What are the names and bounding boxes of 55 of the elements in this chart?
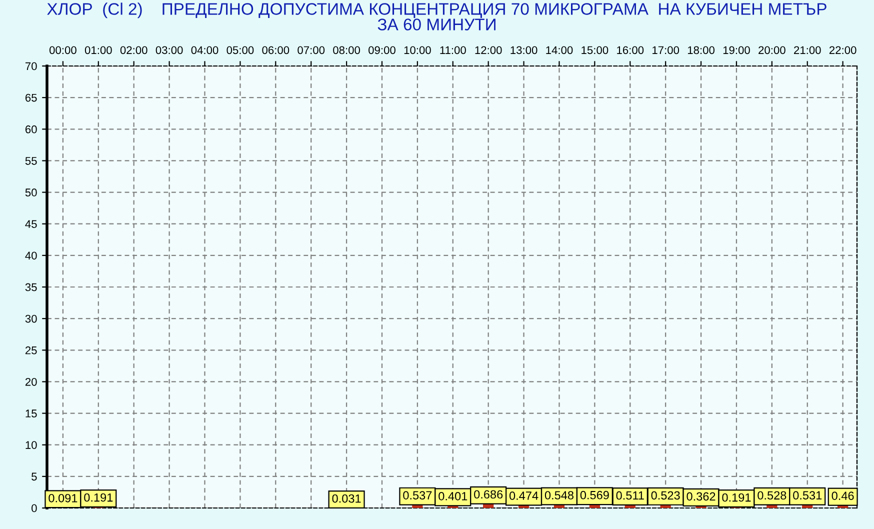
- x-tick-label: 08:00: [333, 46, 360, 54]
- data-label: 0.191: [84, 493, 113, 502]
- data-label: 0.523: [651, 491, 680, 500]
- y-tick-label: 10: [26, 441, 37, 449]
- y-tick-label: 70: [25, 62, 37, 70]
- data-label: 0.548: [544, 491, 574, 500]
- x-tick-label: 13:00: [510, 46, 538, 54]
- chart-title: ХЛОР (Cl 2) ПРЕДЕЛНО ДОПУСТИМА КОНЦЕНТРАЦИЯ 70 МИКРОГРАМА НА КУБИЧЕН МЕТЪР ЗА 60 МИНУТИ: [47, 2, 826, 30]
- data-label: 0.46: [832, 492, 854, 500]
- data-label: 0.569: [580, 490, 609, 500]
- y-tick-label: 5: [32, 472, 37, 481]
- x-tick-label: 14:00: [546, 46, 573, 54]
- y-tick-label: 20: [25, 378, 37, 386]
- data-label: 0.511: [616, 491, 644, 500]
- x-tick-label: 04:00: [191, 46, 218, 54]
- data-label: 0.686: [474, 490, 503, 499]
- x-tick-label: 09:00: [368, 46, 396, 54]
- data-label: 0.531: [793, 491, 822, 500]
- data-label: 0.528: [758, 491, 786, 500]
- y-tick-label: 65: [25, 94, 37, 102]
- y-tick-label: 45: [25, 220, 37, 228]
- x-tick-label: 00:00: [49, 46, 76, 54]
- data-label: 0.091: [48, 494, 78, 502]
- data-label: 0.474: [509, 492, 538, 500]
- data-label: 0.537: [403, 491, 432, 500]
- data-label: 0.191: [722, 493, 751, 502]
- y-tick-label: 35: [25, 283, 37, 292]
- x-tick-label: 15:00: [582, 46, 608, 54]
- y-tick-label: 0: [32, 504, 37, 512]
- x-tick-label: 21:00: [794, 46, 821, 54]
- data-label: 0.031: [332, 494, 361, 503]
- x-tick-label: 16:00: [617, 46, 644, 54]
- x-tick-label: 03:00: [156, 46, 183, 54]
- x-tick-label: 10:00: [404, 46, 431, 54]
- y-tick-label: 25: [25, 346, 37, 354]
- x-tick-label: 20:00: [758, 46, 786, 54]
- y-tick-label: 50: [25, 188, 37, 196]
- x-tick-label: 06:00: [262, 46, 290, 54]
- x-tick-label: 12:00: [475, 46, 502, 54]
- x-tick-label: 19:00: [723, 46, 750, 54]
- x-tick-label: 05:00: [226, 46, 254, 54]
- x-tick-label: 18:00: [688, 46, 714, 54]
- x-tick-label: 01:00: [84, 46, 112, 54]
- x-tick-label: 02:00: [120, 46, 148, 54]
- y-tick-label: 55: [25, 157, 37, 165]
- data-label: 0.401: [438, 492, 468, 500]
- x-tick-label: 11:00: [440, 46, 466, 54]
- y-tick-label: 30: [25, 314, 37, 323]
- y-tick-label: 40: [25, 252, 37, 260]
- data-label: 0.362: [686, 492, 716, 501]
- y-tick-label: 15: [26, 410, 37, 418]
- x-tick-label: 07:00: [298, 46, 325, 54]
- x-tick-label: 22:00: [829, 46, 856, 54]
- y-tick-label: 60: [25, 125, 37, 134]
- x-tick-label: 17:00: [652, 46, 680, 54]
